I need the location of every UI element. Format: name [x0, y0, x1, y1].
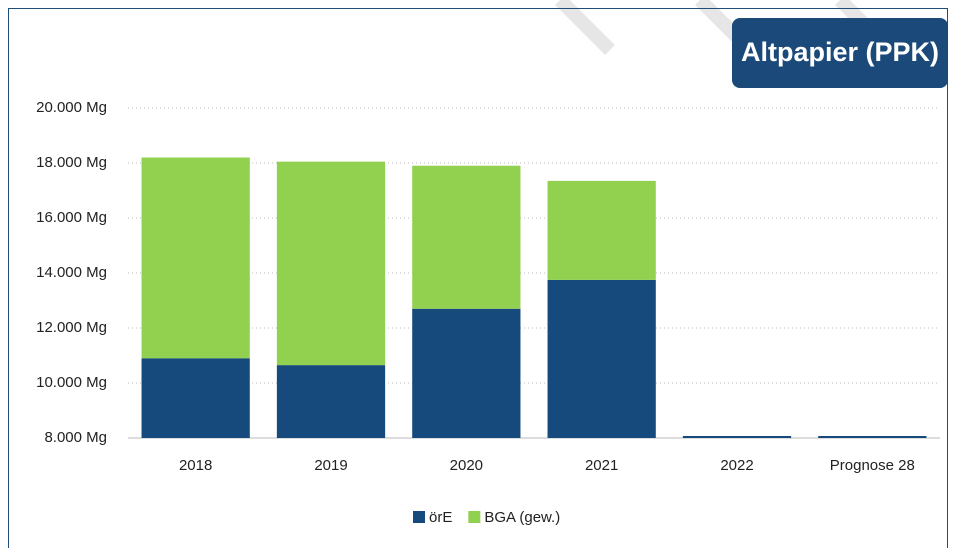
frame	[8, 8, 948, 548]
x-tick-label: 2020	[450, 457, 483, 474]
bar-segment	[141, 157, 250, 359]
y-tick-label: 14.000 Mg	[36, 264, 107, 281]
x-tick-label: 2022	[720, 457, 753, 474]
title-box	[732, 18, 948, 88]
bar-segment	[818, 436, 927, 438]
bar-segment	[412, 165, 521, 309]
x-tick-label: 2021	[585, 457, 618, 474]
bar-segment	[682, 436, 792, 438]
x-tick-label: 2018	[179, 457, 212, 474]
legend-label: örE	[429, 509, 452, 526]
bar-segment	[547, 180, 656, 280]
x-tick-label: 2019	[314, 457, 347, 474]
y-tick-label: 8.000 Mg	[44, 429, 107, 446]
bar-segment	[276, 365, 386, 438]
bar-segment	[141, 358, 250, 438]
y-tick-label: 18.000 Mg	[36, 154, 107, 171]
bar-segment	[276, 161, 386, 366]
y-tick-label: 10.000 Mg	[36, 374, 107, 391]
chart-title: Altpapier (PPK)	[741, 37, 939, 67]
y-tick-label: 16.000 Mg	[36, 209, 107, 226]
bar-segment	[412, 308, 521, 438]
legend-swatch	[413, 511, 425, 523]
y-tick-label: 12.000 Mg	[36, 319, 107, 336]
legend-label: BGA (gew.)	[484, 509, 560, 526]
bar-segment	[547, 279, 656, 438]
y-tick-label: 20.000 Mg	[36, 99, 107, 116]
x-tick-label: Prognose 28	[830, 457, 915, 474]
legend-swatch	[468, 511, 481, 523]
